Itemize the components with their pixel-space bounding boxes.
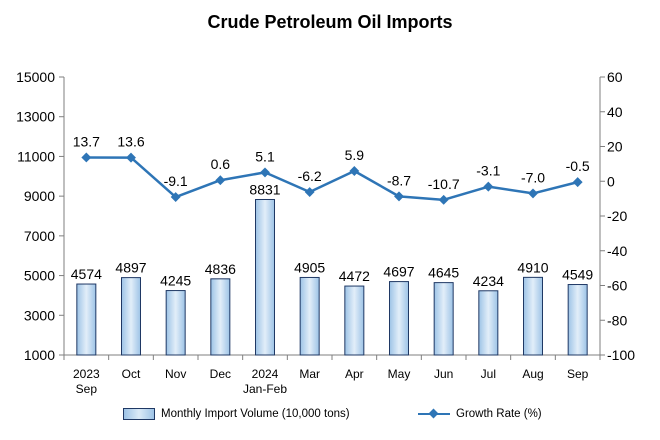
x-tick-label: Apr [345, 367, 364, 381]
bar [344, 285, 365, 356]
x-tick-label: Jan-Feb [243, 382, 287, 396]
growth-rate-label: 5.9 [345, 147, 365, 163]
growth-rate-label: -8.7 [387, 172, 411, 188]
legend-label-growth: Growth Rate (%) [456, 408, 542, 420]
growth-rate-label: -0.5 [566, 158, 590, 174]
growth-rate-point [438, 194, 449, 205]
y-right-tick-label: -80 [607, 312, 627, 328]
bar-value-label: 8831 [249, 181, 280, 197]
bar-value-label: 4910 [517, 259, 548, 275]
bar-value-label: 4897 [115, 260, 146, 276]
y-right-tick-label: 40 [607, 104, 623, 120]
x-tick-label: Dec [210, 367, 231, 381]
bar [210, 278, 231, 356]
growth-rate-point [528, 188, 538, 199]
growth-rate-point [349, 166, 360, 176]
bar-value-label: 4836 [205, 261, 236, 277]
y-left-tick-label: 5000 [24, 268, 55, 284]
growth-rate-label: 13.6 [117, 134, 144, 150]
bar-value-label: 4697 [383, 264, 414, 280]
bar-value-label: 4549 [562, 267, 593, 283]
growth-rate-point [260, 167, 270, 178]
growth-rate-point [304, 187, 315, 197]
x-tick-label: Jun [434, 367, 453, 381]
growth-rate-label: 0.6 [211, 156, 231, 172]
x-tick-label: Mar [299, 367, 320, 381]
bar-value-label: 4574 [71, 266, 102, 282]
y-left-tick-label: 3000 [24, 307, 55, 323]
bar [389, 281, 409, 356]
y-right-tick-label: 60 [607, 69, 623, 85]
y-right-tick-label: -60 [607, 278, 627, 294]
y-right-tick-label: 0 [607, 173, 615, 189]
x-tick-label: Jul [481, 367, 496, 381]
x-tick-label: 2024 [252, 367, 279, 381]
legend-bar-swatch [123, 408, 155, 420]
y-left-tick-label: 7000 [24, 228, 55, 244]
growth-rate-label: 5.1 [255, 148, 275, 164]
chart-title: Crude Petroleum Oil Imports [207, 12, 453, 32]
y-right-tick-label: -20 [607, 208, 627, 224]
growth-rate-point [483, 181, 494, 192]
bar [121, 277, 141, 356]
y-left-tick-label: 11000 [17, 148, 55, 164]
growth-rate-label: -10.7 [428, 176, 460, 192]
x-tick-label: Sep [567, 367, 589, 381]
y-left-tick-label: 13000 [16, 109, 55, 125]
growth-rate-label: -7.0 [521, 169, 545, 185]
legend-item-growth: Growth Rate (%) [418, 408, 542, 420]
growth-rate-label: -6.2 [298, 168, 322, 184]
bar [299, 276, 320, 356]
growth-rate-line [86, 156, 578, 202]
x-tick-label: 2023 [73, 367, 100, 381]
growth-rate-label: 13.7 [73, 133, 100, 149]
bar [478, 290, 499, 356]
y-right-tick-label: -100 [607, 347, 635, 363]
x-tick-label: Aug [522, 367, 543, 381]
growth-rate-point [572, 177, 583, 188]
growth-rate-point [215, 175, 226, 186]
bar [567, 284, 588, 356]
y-left-tick-label: 15000 [16, 69, 55, 85]
legend-item-volume: Monthly Import Volume (10,000 tons) [123, 408, 350, 420]
growth-rate-point [81, 152, 92, 163]
bar-value-label: 4234 [473, 273, 504, 289]
x-tick-label: Oct [122, 367, 141, 381]
x-tick-label: May [388, 367, 411, 381]
bar-value-label: 4472 [339, 268, 370, 284]
bar [433, 282, 454, 356]
bar [165, 290, 186, 356]
growth-rate-point [126, 152, 136, 163]
y-right-tick-label: 20 [607, 139, 623, 155]
x-tick-label: Sep [76, 382, 98, 396]
bar-value-label: 4245 [160, 273, 191, 289]
bar-value-label: 4645 [428, 265, 459, 281]
bar [76, 283, 97, 356]
growth-rate-label: -3.1 [476, 163, 500, 179]
x-tick-label: Nov [165, 367, 186, 381]
legend-label-volume: Monthly Import Volume (10,000 tons) [161, 408, 350, 420]
y-left-tick-label: 9000 [24, 188, 55, 204]
bar-value-label: 4905 [294, 259, 325, 275]
y-left-tick-label: 1000 [24, 347, 55, 363]
growth-rate-label: -9.1 [164, 173, 188, 189]
y-right-tick-label: -40 [607, 243, 627, 259]
legend-line-swatch [418, 408, 450, 419]
bar [255, 198, 275, 356]
growth-rate-point [394, 191, 404, 202]
bar [523, 276, 543, 356]
growth-rate-point [170, 192, 181, 203]
